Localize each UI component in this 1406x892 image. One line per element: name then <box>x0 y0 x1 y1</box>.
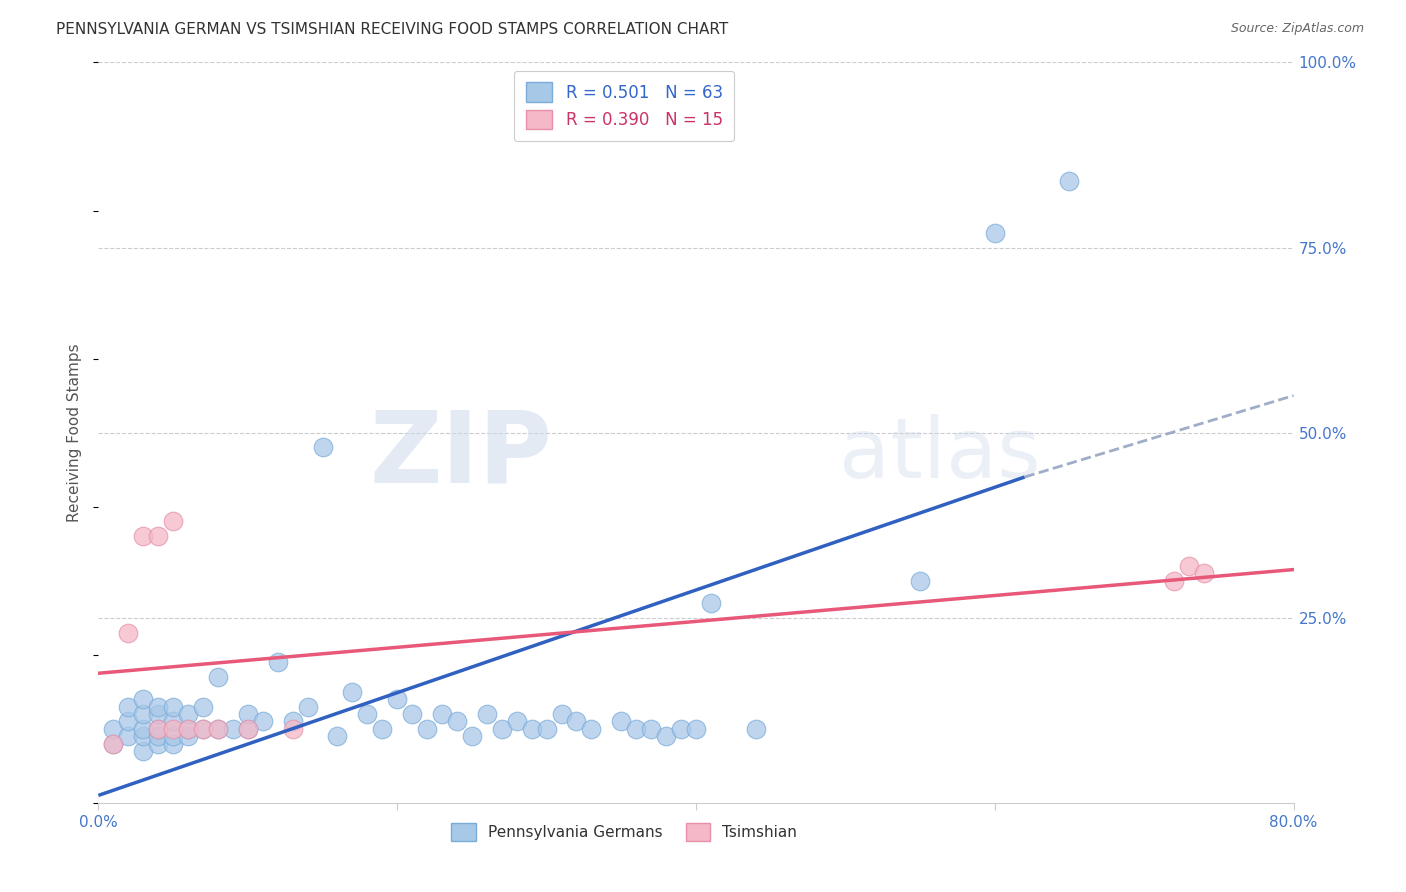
Point <box>1163 574 1185 588</box>
Point <box>132 729 155 743</box>
Point <box>655 729 678 743</box>
Point <box>371 722 394 736</box>
Point <box>475 706 498 721</box>
Point <box>162 737 184 751</box>
Point <box>177 706 200 721</box>
Point <box>148 737 170 751</box>
Point <box>191 722 214 736</box>
Point <box>222 722 245 736</box>
Point <box>700 596 723 610</box>
Point <box>103 737 125 751</box>
Point <box>177 722 200 736</box>
Point <box>148 706 170 721</box>
Point <box>162 722 184 736</box>
Point <box>236 722 259 736</box>
Text: PENNSYLVANIA GERMAN VS TSIMSHIAN RECEIVING FOOD STAMPS CORRELATION CHART: PENNSYLVANIA GERMAN VS TSIMSHIAN RECEIVI… <box>56 22 728 37</box>
Point <box>416 722 439 736</box>
Point <box>177 722 200 736</box>
Point <box>565 714 588 729</box>
Y-axis label: Receiving Food Stamps: Receiving Food Stamps <box>67 343 83 522</box>
Point <box>1059 174 1081 188</box>
Point <box>148 699 170 714</box>
Point <box>103 722 125 736</box>
Point <box>162 714 184 729</box>
Point <box>342 685 364 699</box>
Point <box>236 722 259 736</box>
Point <box>117 729 139 743</box>
Point <box>430 706 453 721</box>
Point <box>536 722 558 736</box>
Point <box>610 714 633 729</box>
Text: ZIP: ZIP <box>370 407 553 503</box>
Point <box>236 706 259 721</box>
Point <box>132 744 155 758</box>
Point <box>281 722 304 736</box>
Point <box>581 722 603 736</box>
Point <box>177 729 200 743</box>
Point <box>191 699 214 714</box>
Point <box>103 737 125 751</box>
Point <box>461 729 484 743</box>
Point <box>326 729 349 743</box>
Point <box>207 722 229 736</box>
Point <box>356 706 378 721</box>
Point <box>550 706 572 721</box>
Point <box>162 699 184 714</box>
Point <box>117 714 139 729</box>
Point <box>207 722 229 736</box>
Point <box>132 722 155 736</box>
Text: atlas: atlas <box>839 414 1040 495</box>
Point <box>401 706 423 721</box>
Point <box>132 692 155 706</box>
Point <box>191 722 214 736</box>
Point <box>148 722 170 736</box>
Point <box>669 722 692 736</box>
Point <box>148 729 170 743</box>
Point <box>520 722 543 736</box>
Point <box>1192 566 1215 581</box>
Point <box>162 729 184 743</box>
Point <box>1178 558 1201 573</box>
Point <box>207 670 229 684</box>
Point <box>162 515 184 529</box>
Point <box>685 722 707 736</box>
Point <box>117 625 139 640</box>
Point <box>132 706 155 721</box>
Point <box>446 714 468 729</box>
Point <box>267 655 290 669</box>
Point <box>640 722 662 736</box>
Point <box>745 722 768 736</box>
Text: Source: ZipAtlas.com: Source: ZipAtlas.com <box>1230 22 1364 36</box>
Point <box>491 722 513 736</box>
Point <box>148 529 170 543</box>
Point <box>148 722 170 736</box>
Point <box>506 714 529 729</box>
Point <box>297 699 319 714</box>
Point <box>117 699 139 714</box>
Point <box>626 722 648 736</box>
Point <box>132 529 155 543</box>
Point <box>281 714 304 729</box>
Point <box>385 692 409 706</box>
Point <box>984 226 1007 240</box>
Legend: Pennsylvania Germans, Tsimshian: Pennsylvania Germans, Tsimshian <box>446 817 803 847</box>
Point <box>908 574 931 588</box>
Point <box>311 441 333 455</box>
Point <box>252 714 274 729</box>
